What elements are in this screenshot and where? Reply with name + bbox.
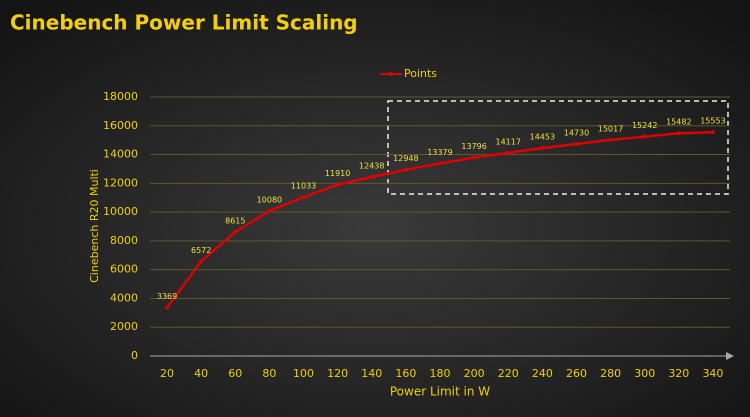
y-tick-label: 18000: [103, 90, 138, 103]
data-label: 14453: [530, 133, 555, 142]
data-label: 15017: [598, 124, 623, 133]
y-tick-label: 8000: [110, 234, 138, 247]
data-point: [710, 130, 715, 135]
y-tick-label: 2000: [110, 320, 138, 333]
data-point: [540, 146, 545, 151]
data-point: [438, 161, 442, 166]
data-point: [369, 175, 374, 180]
x-axis-arrow: [726, 352, 734, 360]
x-tick-label: 40: [194, 367, 208, 380]
data-point: [642, 134, 647, 139]
data-label: 12438: [359, 162, 384, 171]
x-tick-label: 300: [634, 367, 655, 380]
data-point: [608, 137, 613, 142]
x-tick-label: 200: [464, 367, 485, 380]
data-label: 8615: [225, 217, 245, 226]
y-axis-label: Cinebench R20 Multi: [88, 169, 101, 283]
x-tick-label: 20: [160, 367, 174, 380]
x-tick-label: 220: [498, 367, 519, 380]
data-point: [574, 142, 579, 147]
legend-marker: [389, 72, 393, 76]
x-tick-label: 120: [327, 367, 348, 380]
data-point: [403, 167, 408, 172]
legend-label: Points: [404, 67, 437, 80]
x-tick-label: 260: [566, 367, 587, 380]
y-tick-label: 0: [131, 349, 138, 362]
data-point: [199, 259, 204, 264]
data-point: [506, 150, 511, 155]
x-tick-label: 280: [600, 367, 621, 380]
chart-title: Cinebench Power Limit Scaling: [10, 11, 358, 35]
x-tick-label: 100: [293, 367, 314, 380]
data-point: [676, 131, 681, 136]
x-tick-label: 140: [361, 367, 382, 380]
x-tick-label: 320: [668, 367, 689, 380]
y-tick-label: 12000: [103, 176, 138, 189]
x-tick-label: 80: [262, 367, 276, 380]
data-label: 13796: [461, 142, 486, 151]
data-point: [165, 305, 170, 310]
data-label: 14117: [496, 137, 521, 146]
highlight-box: [387, 100, 729, 195]
x-tick-label: 240: [532, 367, 553, 380]
y-tick-label: 16000: [103, 119, 138, 132]
y-tick-label: 4000: [110, 291, 138, 304]
x-tick-label: 60: [228, 367, 242, 380]
x-tick-label: 160: [395, 367, 416, 380]
data-point: [472, 155, 477, 160]
x-tick-label: 180: [430, 367, 451, 380]
data-point: [267, 208, 272, 213]
y-tick-label: 6000: [110, 263, 138, 276]
data-label: 12948: [393, 154, 418, 163]
data-point: [233, 230, 238, 235]
data-label: 14730: [564, 129, 589, 138]
data-label: 15482: [666, 118, 691, 127]
y-tick-label: 10000: [103, 205, 138, 218]
data-label: 11033: [291, 182, 316, 191]
data-label: 10080: [257, 195, 282, 204]
data-label: 3369: [157, 292, 177, 301]
data-label: 6572: [191, 246, 211, 255]
data-label: 11910: [325, 169, 350, 178]
data-label: 15553: [700, 117, 725, 126]
data-point: [335, 182, 340, 187]
y-tick-label: 14000: [103, 148, 138, 161]
data-point: [301, 195, 306, 200]
x-axis-label: Power Limit in W: [390, 385, 490, 399]
data-label: 15242: [632, 121, 657, 130]
data-label: 13379: [427, 148, 452, 157]
x-tick-label: 340: [702, 367, 723, 380]
